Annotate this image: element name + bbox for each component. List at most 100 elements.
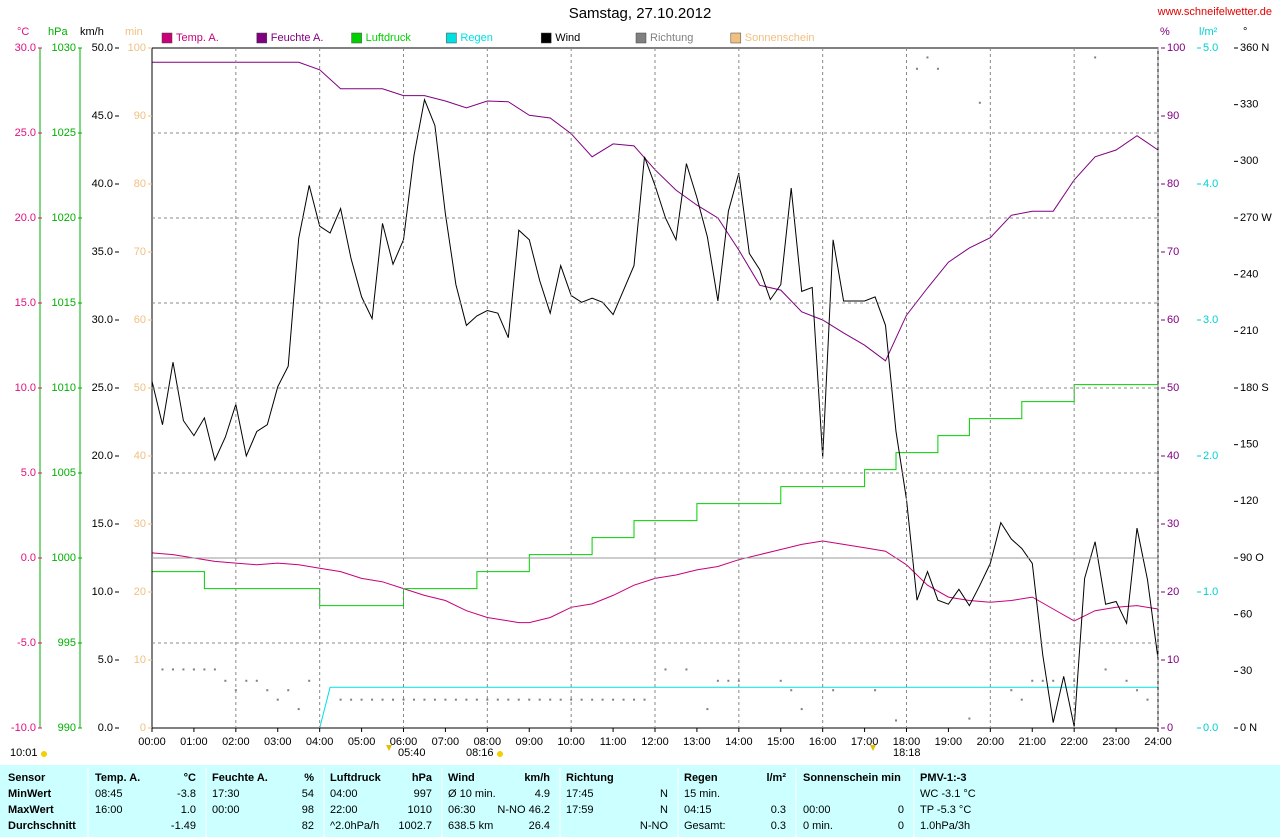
cell-right: 1002.7 <box>398 820 432 832</box>
y-tick-label: 45.0 <box>92 110 113 122</box>
direction-dot <box>350 698 353 701</box>
column-unit: % <box>304 772 314 784</box>
direction-dot <box>287 689 290 692</box>
x-tick-label: 10:00 <box>557 736 585 748</box>
y-tick-label: 180 S <box>1240 382 1269 394</box>
y-tick-label: 995 <box>58 637 76 649</box>
direction-dot <box>538 698 541 701</box>
direction-dot <box>486 698 489 701</box>
y-tick-label: 270 W <box>1240 212 1272 224</box>
direction-dot <box>475 698 478 701</box>
x-tick-label: 22:00 <box>1060 736 1088 748</box>
x-tick-label: 14:00 <box>725 736 753 748</box>
series-line <box>151 97 1159 727</box>
x-tick-label: 12:00 <box>641 736 669 748</box>
legend-label: Luftdruck <box>366 32 412 44</box>
row-label: MaxWert <box>8 804 54 816</box>
direction-dot <box>895 719 898 722</box>
direction-dot <box>1052 679 1055 682</box>
y-tick-label: 1025 <box>52 127 76 139</box>
direction-dot <box>465 698 468 701</box>
cell-right: 1010 <box>408 804 432 816</box>
series-line <box>152 61 1159 362</box>
direction-dot <box>182 668 185 671</box>
axis-unit: °C <box>17 26 29 38</box>
cell-left: 0 min. <box>803 820 833 832</box>
y-tick-label: 100 <box>1167 42 1185 54</box>
direction-dot <box>381 698 384 701</box>
direction-dot <box>716 679 719 682</box>
x-tick-label: 01:00 <box>180 736 208 748</box>
y-tick-label: 20.0 <box>15 212 36 224</box>
direction-dot <box>444 698 447 701</box>
y-tick-label: 120 <box>1240 495 1258 507</box>
cell-right: N-NO <box>640 820 669 832</box>
cell-left: Gesamt: <box>684 820 726 832</box>
y-tick-label: 1.0 <box>1203 586 1218 598</box>
cell-left: 17:30 <box>212 788 240 800</box>
direction-dot <box>255 679 258 682</box>
direction-dot <box>412 698 415 701</box>
y-tick-label: 1010 <box>52 382 76 394</box>
axis-unit: km/h <box>80 26 104 38</box>
y-tick-label: 20.0 <box>92 450 113 462</box>
annotation: 18:18 <box>893 747 921 759</box>
y-tick-label: 1020 <box>52 212 76 224</box>
x-tick-label: 20:00 <box>977 736 1005 748</box>
cell-left: 1.0hPa/3h <box>920 820 970 832</box>
y-tick-label: 40 <box>134 450 146 462</box>
y-tick-label: 0 <box>140 722 146 734</box>
x-tick-label: 23:00 <box>1102 736 1130 748</box>
cell-right: 1.0 <box>181 804 196 816</box>
x-tick-label: 02:00 <box>222 736 250 748</box>
cell-right: 0 <box>898 804 904 816</box>
direction-dot <box>528 698 531 701</box>
direction-dot <box>779 679 782 682</box>
axis-unit: % <box>1160 26 1170 38</box>
source: www.schneifelwetter.de <box>1157 6 1272 18</box>
y-tick-label: 25.0 <box>15 127 36 139</box>
cell-left: 638.5 km <box>448 820 493 832</box>
cell-left: 17:59 <box>566 804 594 816</box>
direction-dot <box>926 56 929 59</box>
direction-dot <box>1136 689 1139 692</box>
legend-label: Wind <box>555 32 580 44</box>
y-tick-label: 300 <box>1240 155 1258 167</box>
direction-dot <box>591 698 594 701</box>
cell-right: 0.3 <box>771 804 786 816</box>
direction-dot <box>213 668 216 671</box>
x-tick-label: 05:00 <box>348 736 376 748</box>
legend-swatch <box>446 32 457 44</box>
direction-dot <box>664 668 667 671</box>
y-tick-label: 10.0 <box>92 586 113 598</box>
y-tick-label: 5.0 <box>98 654 113 666</box>
direction-dot <box>874 689 877 692</box>
legend-label: Feuchte A. <box>271 32 324 44</box>
legend-swatch <box>635 32 647 44</box>
direction-dot <box>1146 698 1149 701</box>
cell-right: 0 <box>898 820 904 832</box>
y-tick-label: -10.0 <box>11 722 36 734</box>
x-tick-label: 00:00 <box>138 736 166 748</box>
y-tick-label: 990 <box>58 722 76 734</box>
x-tick-label: 13:00 <box>683 736 711 748</box>
column-title: PMV-1:-3 <box>920 772 966 784</box>
y-tick-label: 330 <box>1240 99 1258 111</box>
cell-left: ^2.0hPa/h <box>330 820 379 832</box>
direction-dot <box>832 689 835 692</box>
cell-left: 04:15 <box>684 804 712 816</box>
cell-right: N-NO 46.2 <box>497 804 550 816</box>
y-tick-label: 1015 <box>52 297 76 309</box>
axis-unit: l/m² <box>1199 26 1218 38</box>
direction-dot <box>1041 679 1044 682</box>
x-tick-label: 21:00 <box>1018 736 1046 748</box>
x-tick-label: 15:00 <box>767 736 795 748</box>
direction-dot <box>454 698 457 701</box>
sun-icon <box>497 751 503 757</box>
axis-unit: hPa <box>48 26 68 38</box>
row-label: MinWert <box>8 788 52 800</box>
x-tick-label: 18:00 <box>893 736 921 748</box>
y-tick-label: 20 <box>134 586 146 598</box>
column-title: Feuchte A. <box>212 772 268 784</box>
y-tick-label: 90 O <box>1240 552 1264 564</box>
